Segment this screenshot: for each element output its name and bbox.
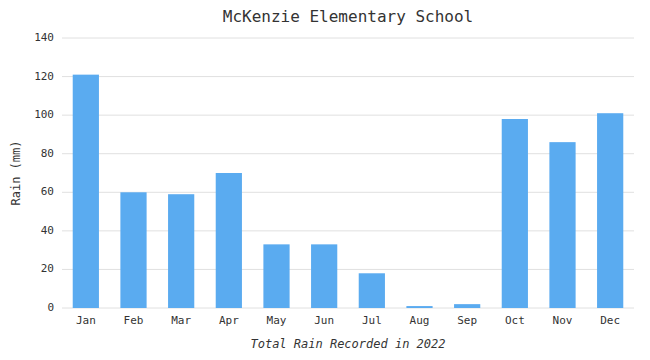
x-ticks: Jan Feb Mar Apr May Jun Jul Aug Sep Oct Nov Dec [76,314,620,327]
grid-line [62,115,634,116]
grid-line [62,192,634,193]
x-tick-label: Dec [600,314,620,327]
bar [263,244,289,308]
bar [549,142,575,308]
x-axis-label: Total Rain Recorded in 2022 [250,337,445,351]
bar [216,173,242,308]
y-tick-label: 100 [34,108,54,121]
grid-line [62,308,634,309]
y-tick-label: 60 [41,185,54,198]
grid-line [62,153,634,154]
x-tick-label: Jan [76,314,96,327]
x-tick-label: Feb [124,314,144,327]
grid-line [62,269,634,270]
y-tick-label: 20 [41,262,54,275]
bar [120,192,146,308]
chart-container: 0 20 40 60 80 100 120 140 Jan Feb Mar Apr May Jun Jul A… [0,0,650,360]
bar [311,244,337,308]
grid-line [62,230,634,231]
page: {"chart_data": {"type": "bar", "title": … [0,0,650,360]
y-tick-label: 140 [34,31,54,44]
y-ticks: 0 20 40 60 80 100 120 140 [34,31,54,314]
bars [73,75,624,308]
bar [73,75,99,308]
bar [597,113,623,308]
y-tick-label: 40 [41,224,54,237]
x-tick-label: Aug [410,314,430,327]
y-tick-label: 120 [34,70,54,83]
title: McKenzie Elementary School [223,7,473,26]
grid-line [62,76,634,77]
x-tick-label: Oct [505,314,525,327]
x-tick-label: Nov [553,314,573,327]
bar [359,273,385,308]
bar [406,306,432,308]
y-tick-label: 0 [47,301,54,314]
y-grid [62,38,634,308]
bar [454,304,480,308]
y-tick-label: 80 [41,147,54,160]
chart-svg: 0 20 40 60 80 100 120 140 Jan Feb Mar Apr May Jun Jul A… [0,0,650,360]
bar [502,119,528,308]
y-axis-label: Rain (mm) [9,140,23,205]
x-tick-label: Mar [171,314,191,327]
x-tick-label: May [267,314,287,327]
x-tick-label: Sep [457,314,477,327]
x-tick-label: Jun [314,314,334,327]
x-tick-label: Apr [219,314,239,327]
bar [168,194,194,308]
x-tick-label: Jul [362,314,382,327]
grid-line [62,38,634,39]
